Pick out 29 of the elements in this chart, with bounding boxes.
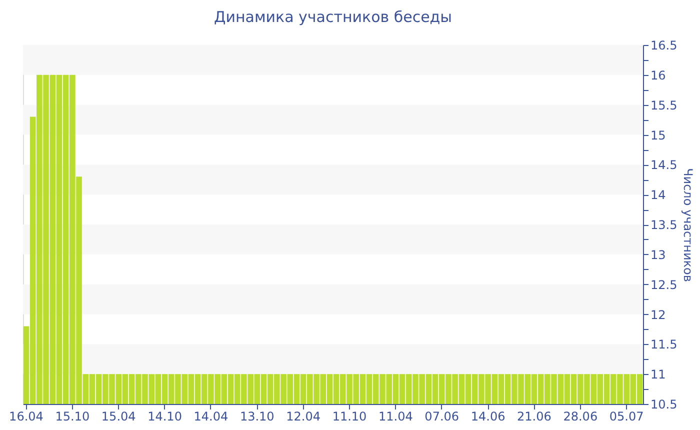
x-tick-label: 21.06	[517, 410, 552, 424]
x-tick-label: 11.10	[332, 410, 367, 424]
x-tick-label: 05.07	[609, 410, 644, 424]
chart-title: Динамика участников беседы	[214, 8, 452, 26]
x-tick-label: 15.10	[55, 410, 90, 424]
y-tick-label: 14.5	[650, 158, 678, 172]
y-tick-label: 15.5	[650, 98, 678, 112]
y-tick-label: 12.5	[650, 278, 678, 292]
y-axis-title: Число участников	[681, 168, 696, 282]
y-tick-label: 13	[650, 248, 666, 262]
x-tick-label: 13.10	[240, 410, 274, 424]
y-tick-label: 11.5	[650, 338, 678, 352]
y-tick-label: 15	[650, 128, 666, 142]
x-tick-label: 28.06	[563, 410, 598, 424]
x-tick-label: 07.06	[424, 410, 460, 424]
y-tick-label: 10.5	[650, 398, 678, 412]
x-tick-label: 11.04	[378, 410, 413, 424]
x-tick-label: 15.04	[101, 410, 136, 424]
y-tick-label: 11	[650, 368, 666, 382]
x-tick-label: 14.06	[470, 410, 506, 424]
x-tick-label: 12.04	[286, 410, 320, 424]
x-tick-label: 14.04	[194, 410, 228, 424]
x-tick-label: 14.10	[148, 410, 182, 424]
y-tick-label: 13.5	[650, 218, 678, 232]
y-tick-label: 16.5	[650, 38, 678, 52]
x-tick-label: 16.04	[9, 410, 44, 424]
y-tick-label: 16	[650, 68, 666, 82]
y-tick-label: 14	[650, 188, 666, 202]
y-tick-label: 12	[650, 308, 666, 322]
